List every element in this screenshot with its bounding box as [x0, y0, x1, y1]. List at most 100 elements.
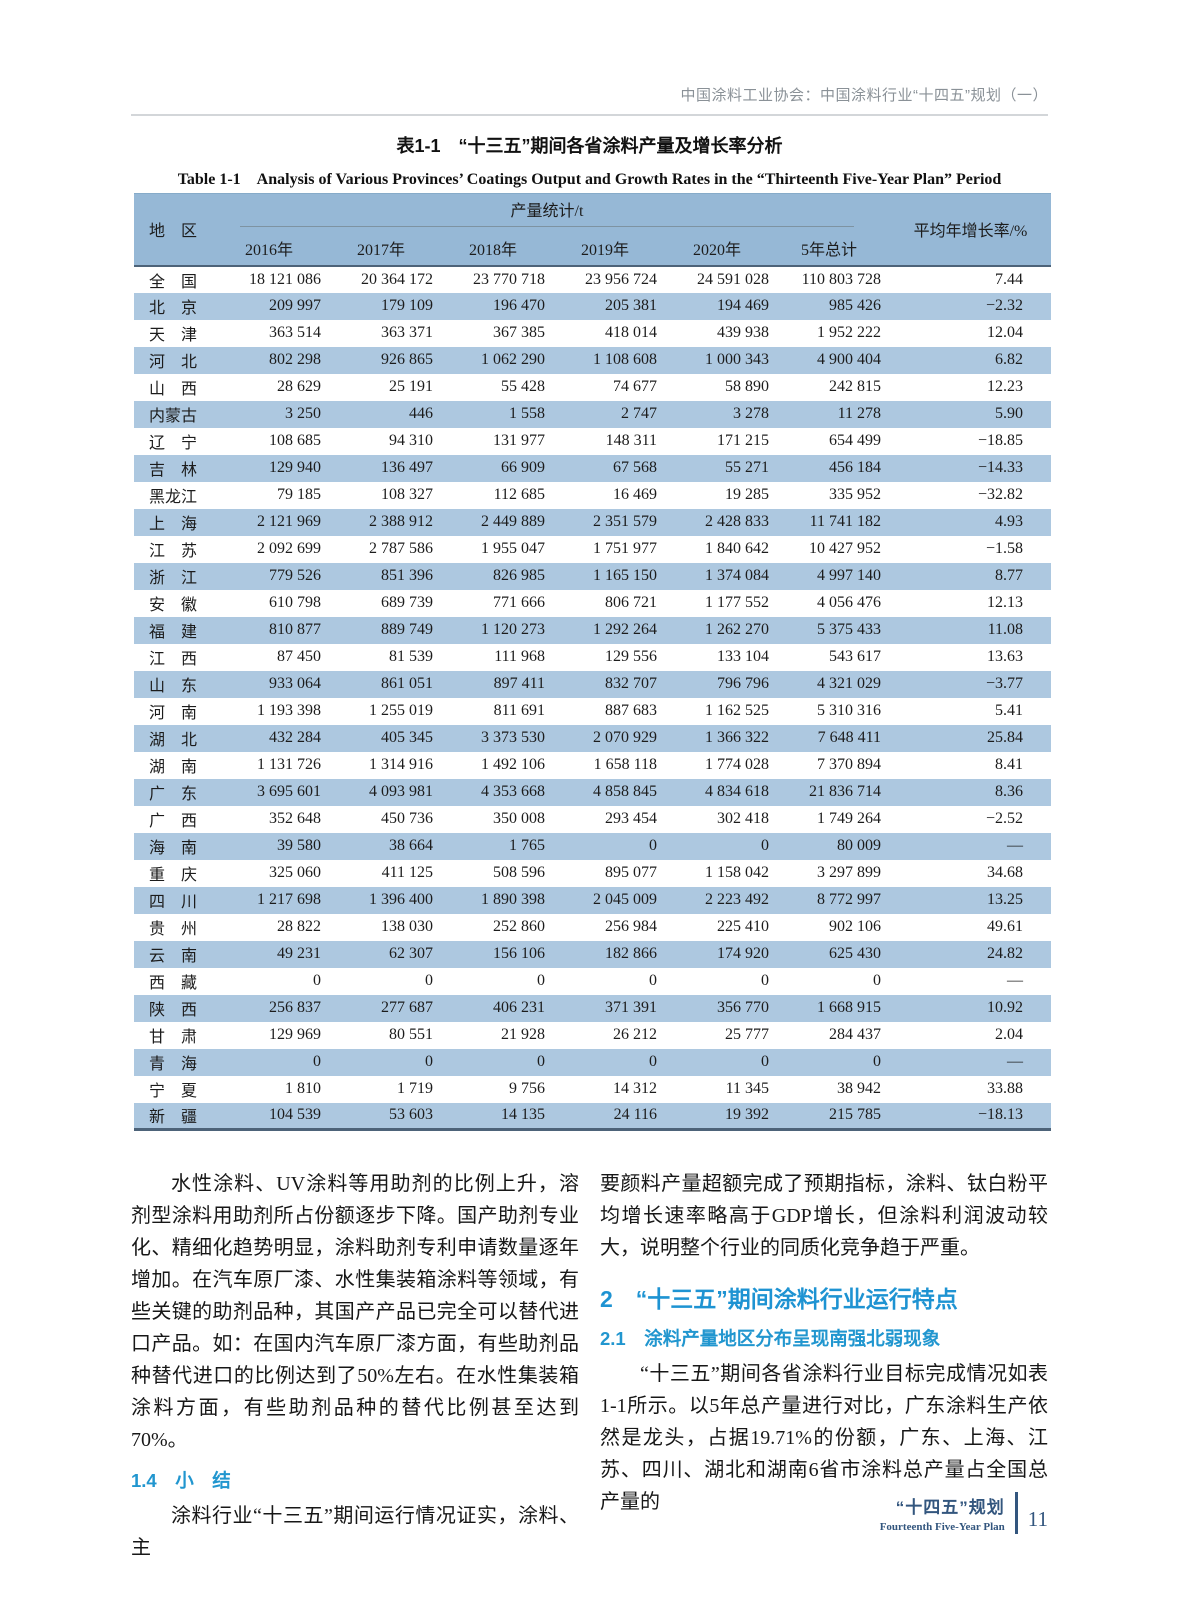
- output-value: 11 345: [725, 1080, 769, 1097]
- output-value: 0: [313, 972, 321, 989]
- output-value: 1 162 525: [705, 702, 769, 719]
- column-header-5yr-total: 5年总计: [782, 230, 894, 266]
- region-name: 重 庆: [149, 867, 198, 884]
- growth-rate-value: 12.04: [987, 324, 1023, 341]
- output-value: 19 392: [725, 1106, 769, 1124]
- output-value: 104 539: [269, 1106, 321, 1124]
- growth-rate-value: 8.77: [995, 567, 1023, 584]
- output-value: 28 629: [277, 378, 321, 395]
- output-value: 0: [649, 837, 657, 854]
- output-value: 19 285: [725, 486, 769, 503]
- output-value: 802 298: [269, 351, 321, 368]
- output-value: 26 212: [613, 1026, 657, 1043]
- output-value: 897 411: [493, 675, 545, 692]
- output-value: 215 785: [829, 1106, 881, 1124]
- output-value: 94 310: [389, 432, 433, 449]
- output-value: 2 070 929: [593, 729, 657, 746]
- growth-rate-value: −2.52: [985, 810, 1023, 827]
- region-name: 黑龙江: [149, 489, 198, 506]
- output-value: 0: [313, 1053, 321, 1070]
- table-title-zh: 表1-1 “十三五”期间各省涂料产量及增长率分析: [396, 136, 783, 156]
- table-row: 陕 西 256 837 277 687 406 231 371 391 356 770 1 …: [134, 994, 1051, 1022]
- output-value: 108 327: [381, 486, 433, 503]
- output-value: 23 770 718: [473, 270, 545, 288]
- output-value: 24 591 028: [697, 270, 769, 288]
- table-header: 地 区 产量统计/t 平均年增长率/% 2016年 2017年 2018年 20…: [134, 193, 1051, 266]
- output-value: 0: [761, 1053, 769, 1070]
- output-value: 28 822: [277, 918, 321, 935]
- output-value: 1 955 047: [481, 540, 545, 557]
- output-value: 111 968: [494, 648, 545, 665]
- output-value: 1 255 019: [369, 702, 433, 719]
- output-value: 3 373 530: [481, 729, 545, 746]
- table-row: 西 藏 0 0 0 0 0 0 —: [134, 968, 1051, 995]
- output-value: 1 719: [397, 1080, 433, 1097]
- region-name: 天 津: [149, 327, 198, 344]
- output-value: 196 470: [493, 297, 545, 314]
- region-name: 河 北: [149, 354, 198, 371]
- table-row: 浙 江 779 526 851 396 826 985 1 165 150 1 374 0…: [134, 562, 1051, 590]
- output-value: 406 231: [493, 999, 545, 1016]
- output-value: 2 223 492: [705, 891, 769, 908]
- output-value: 10 427 952: [809, 540, 881, 557]
- output-value: 4 834 618: [705, 783, 769, 800]
- output-value: 25 191: [389, 378, 433, 395]
- output-value: 689 739: [381, 594, 433, 611]
- table-row: 北 京 209 997 179 109 196 470 205 381 194 469 98…: [134, 292, 1051, 320]
- output-value: 179 109: [381, 297, 433, 314]
- output-value: 826 985: [493, 567, 545, 584]
- output-value: 21 928: [501, 1026, 545, 1043]
- growth-rate-value: 5.41: [995, 702, 1023, 719]
- paragraph-additives: 水性涂料、UV涂料等用助剂的比例上升，溶剂型涂料用助剂所占份额逐步下降。国产助剂…: [131, 1173, 579, 1451]
- output-value: 350 008: [493, 810, 545, 827]
- region-name: 全 国: [149, 273, 198, 291]
- growth-rate-value: 13.25: [987, 891, 1023, 908]
- output-value: 4 056 476: [817, 594, 881, 611]
- output-value: 1 217 698: [257, 891, 321, 908]
- growth-rate-value: 49.61: [987, 918, 1023, 935]
- output-value: 2 092 699: [257, 540, 321, 557]
- output-value: 156 106: [493, 945, 545, 962]
- region-name: 海 南: [149, 840, 198, 857]
- growth-rate-value: —: [1007, 837, 1023, 854]
- output-value: 81 539: [389, 648, 433, 665]
- growth-rate-value: 13.63: [987, 648, 1023, 665]
- output-value: 80 551: [389, 1026, 433, 1043]
- output-value: 418 014: [605, 324, 657, 341]
- output-value: 1 492 106: [481, 756, 545, 773]
- table-row: 贵 州 28 822 138 030 252 860 256 984 225 410 902…: [134, 914, 1051, 941]
- output-value: 2 045 009: [593, 891, 657, 908]
- region-name: 辽 宁: [149, 435, 198, 452]
- table-row: 甘 肃 129 969 80 551 21 928 26 212 25 777 284 43…: [134, 1022, 1051, 1049]
- output-value: 1 751 977: [593, 540, 657, 557]
- table-row: 广 东 3 695 601 4 093 981 4 353 668 4 858 845 4…: [134, 778, 1051, 806]
- growth-rate-value: 6.82: [995, 351, 1023, 368]
- growth-rate-value: 2.04: [995, 1026, 1023, 1043]
- table-row: 全 国 18 121 086 20 364 172 23 770 718 23 956 …: [134, 266, 1051, 293]
- table-row: 云 南 49 231 62 307 156 106 182 866 174 920 625 …: [134, 940, 1051, 968]
- output-value: 356 770: [717, 999, 769, 1016]
- provinces-output-table: 地 区 产量统计/t 平均年增长率/% 2016年 2017年 2018年 20…: [134, 193, 1051, 1131]
- table-row: 内蒙古 3 250 446 1 558 2 747 3 278 11 278 5.90: [134, 400, 1051, 428]
- output-value: 1 000 343: [705, 351, 769, 368]
- growth-rate-value: 33.88: [987, 1080, 1023, 1097]
- output-value: 1 314 916: [369, 756, 433, 773]
- paragraph-summary-continued: 要颜料产量超额完成了预期指标，涂料、钛白粉平均增长速率略高于GDP增长，但涂料利…: [600, 1173, 1048, 1259]
- output-value: 889 749: [381, 621, 433, 638]
- output-value: 371 391: [605, 999, 657, 1016]
- output-value: 225 410: [717, 918, 769, 935]
- table-row: 黑龙江 79 185 108 327 112 685 16 469 19 285 335 9…: [134, 482, 1051, 509]
- output-value: 2 428 833: [705, 513, 769, 530]
- table-row: 青 海 0 0 0 0 0 0 —: [134, 1048, 1051, 1076]
- output-value: 832 707: [605, 675, 657, 692]
- column-header-2016: 2016年: [222, 230, 334, 266]
- region-name: 新 疆: [149, 1109, 198, 1127]
- output-value: 171 215: [717, 432, 769, 449]
- output-value: 3 297 899: [817, 864, 881, 881]
- output-value: 256 984: [605, 918, 657, 935]
- output-value: 67 568: [613, 459, 657, 476]
- region-name: 青 海: [149, 1056, 198, 1073]
- output-value: 779 526: [269, 567, 321, 584]
- growth-rate-value: 7.44: [995, 270, 1023, 288]
- output-value: 20 364 172: [361, 270, 433, 288]
